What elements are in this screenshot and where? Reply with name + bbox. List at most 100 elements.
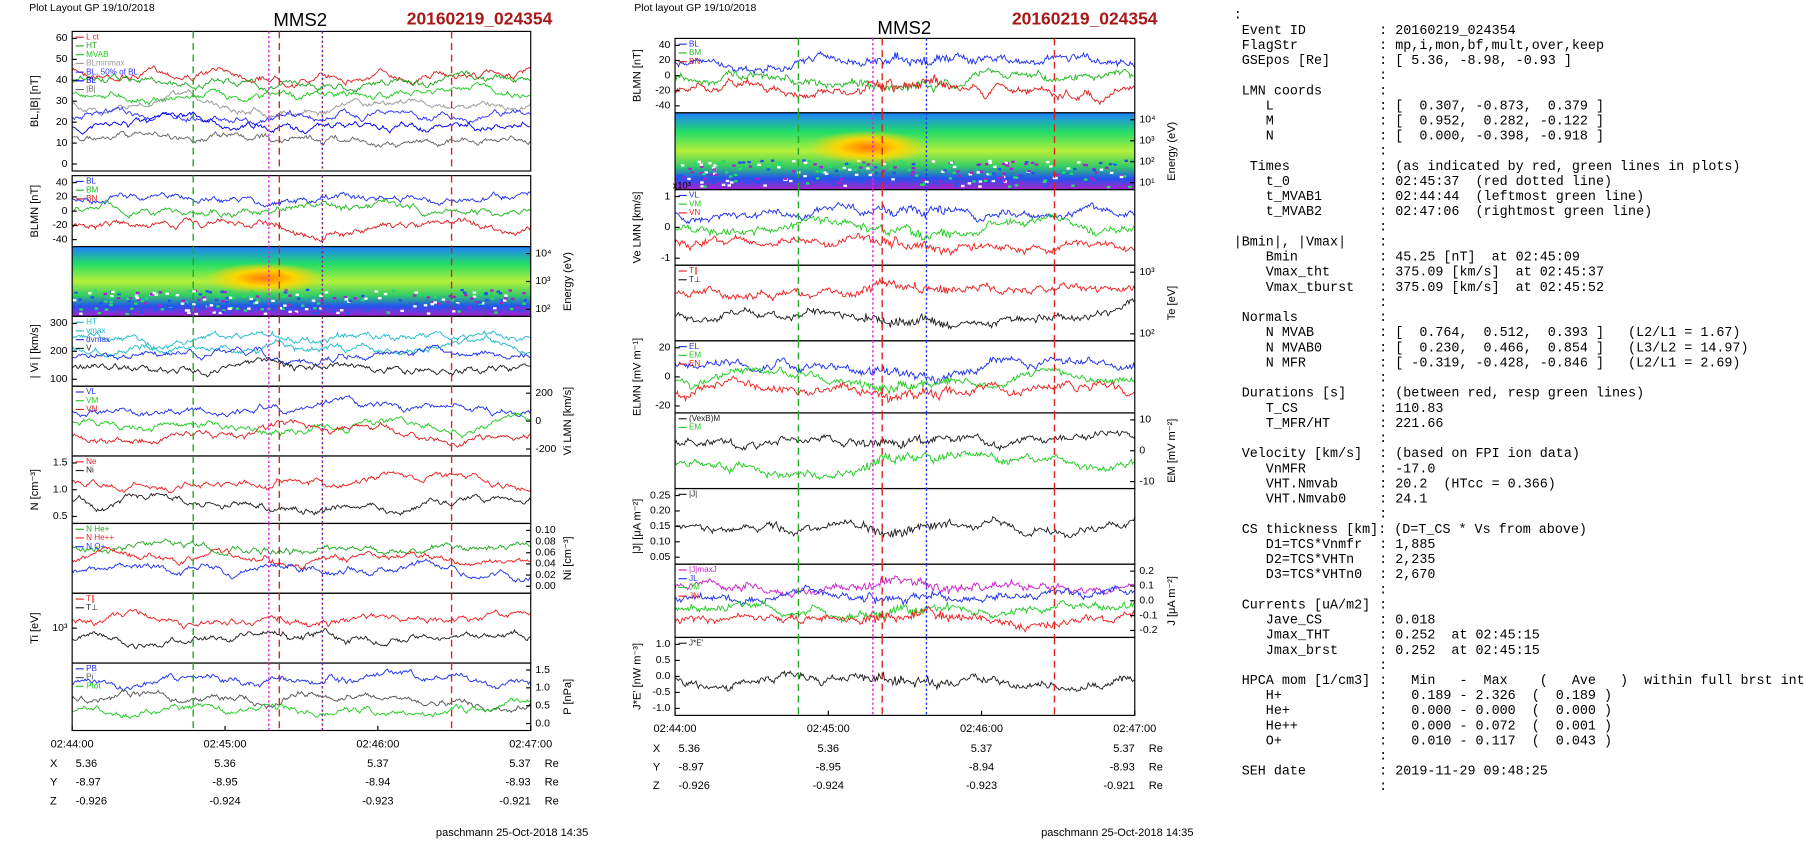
spectrogram-pixel — [479, 293, 483, 296]
panel-frame — [674, 37, 1136, 114]
position-value: -8.93 — [1110, 762, 1135, 774]
spectrogram-pixel — [1020, 175, 1024, 178]
spectrogram-pixel — [721, 183, 726, 187]
spectrogram-pixel — [777, 166, 781, 169]
spectrogram-pixel — [1092, 169, 1097, 172]
spectrogram-pixel — [891, 178, 895, 181]
spectrogram-pixel — [956, 170, 960, 173]
spectrogram-pixel — [344, 298, 348, 301]
spectrogram-pixel — [430, 303, 435, 306]
axis-label: |J| [μA m⁻²] — [632, 499, 644, 554]
spectrogram-pixel — [1005, 164, 1010, 167]
spectrogram-pixel — [360, 299, 365, 302]
spectrogram-pixel — [766, 168, 771, 171]
info-value: : — [1379, 311, 1387, 326]
panel: 10³ Ti [eV] T∥T⊥ — [29, 592, 532, 664]
y-tick-label: -20 — [655, 401, 670, 412]
spectrogram-pixel — [1124, 159, 1128, 162]
y-tick-label: -200 — [535, 444, 556, 455]
spectrogram-pixel — [460, 288, 464, 292]
spectrogram-pixel — [127, 300, 132, 303]
spectrogram-pixel — [728, 175, 733, 178]
info-value: : 02:44:44 (leftmost green line) — [1379, 190, 1644, 205]
spectrogram-pixel — [1052, 176, 1057, 180]
trace — [674, 201, 1136, 225]
spectrogram-pixel — [287, 304, 291, 307]
spectrogram-pixel — [135, 291, 140, 295]
spectrogram-pixel — [431, 301, 435, 304]
spectrogram-pixel — [158, 291, 163, 294]
spectrogram-pixel — [218, 311, 223, 315]
axis-label: BLMN [nT] — [632, 49, 644, 102]
spectrogram-pixel — [828, 165, 832, 169]
legend-label: Pi — [86, 673, 93, 682]
spectrogram-pixel — [504, 297, 508, 300]
spectrogram-pixel — [911, 170, 916, 174]
event-id: 20160219_024354 — [407, 8, 553, 28]
position-label: X — [653, 743, 661, 755]
position-unit: Re — [545, 795, 559, 807]
y-tick-label: 10⁴ — [1139, 115, 1155, 126]
spectrogram-pixel — [1119, 175, 1124, 179]
spectrogram-pixel — [441, 298, 446, 301]
spectrogram-pixel — [882, 162, 886, 166]
spectrogram-pixel — [776, 161, 781, 165]
spectrogram-pixel — [116, 295, 121, 298]
spectrogram-pixel — [398, 299, 403, 302]
position-value: -0.924 — [813, 780, 844, 792]
spectrogram-pixel — [292, 312, 296, 315]
spectrogram-pixel — [881, 169, 886, 173]
spectrogram-pixel — [220, 290, 224, 293]
spectrogram-pixel — [283, 295, 287, 298]
axis-label: Ni [cm⁻³] — [562, 536, 574, 580]
spectrogram-pixel — [967, 182, 972, 185]
spectrogram-pixel — [198, 293, 203, 296]
spectrogram-pixel — [1024, 161, 1029, 164]
spectrogram-pixel — [871, 171, 875, 175]
trace — [72, 130, 532, 148]
spectrogram-peak — [808, 130, 928, 165]
y-tick-label: 1.5 — [53, 458, 68, 469]
info-value: : 2,235 — [1379, 553, 1435, 568]
spectrogram-pixel — [1122, 175, 1127, 178]
legend-label: |J|maxJ — [689, 565, 717, 574]
spectrogram-pixel — [827, 174, 831, 178]
info-value: : [ 5.36, -8.98, -0.93 ] — [1379, 54, 1572, 69]
spectrogram-pixel — [313, 307, 317, 310]
info-key: SEH date — [1234, 765, 1306, 780]
plot-title: MMS2 — [877, 17, 931, 38]
panel: 1.0 0.5 0.0 -0.5 -1.0 J*E' [nW m⁻³] J*E' — [632, 636, 1136, 716]
spectrogram-pixel — [212, 311, 216, 314]
spectrogram-pixel — [353, 297, 357, 300]
spectrogram-pixel — [332, 296, 337, 300]
spectrogram-pixel — [499, 299, 504, 302]
spectrogram-pixel — [729, 181, 734, 184]
info-value: : 375.09 [km/s] at 02:45:37 — [1379, 266, 1604, 281]
spectrogram-pixel — [515, 306, 520, 309]
spectrogram-pixel — [463, 291, 467, 294]
spectrogram-pixel — [98, 302, 103, 305]
spectrogram-pixel — [304, 307, 309, 311]
spectrogram-pixel — [194, 293, 199, 296]
spectrogram-pixel — [1128, 185, 1132, 189]
legend-label: BLminmax — [86, 59, 124, 68]
spectrogram-pixel — [215, 298, 219, 302]
y-tick-label: 10⁴ — [535, 248, 551, 259]
panel: 0.25 0.20 0.15 0.10 0.05 |J| [μA m⁻²] |J| — [632, 487, 1136, 565]
axis-label: | Vi | [km/s] — [29, 324, 41, 378]
spectrogram-pixel — [365, 310, 370, 313]
info-value: : [ 0.230, 0.466, 0.854 ] (L3/L2 = 14.97… — [1379, 341, 1748, 356]
spectrogram-pixel — [839, 178, 844, 181]
trace — [71, 64, 532, 88]
spectrogram-pixel — [1072, 167, 1077, 171]
spectrogram-pixel — [756, 177, 760, 180]
spectrogram-pixel — [305, 288, 310, 292]
spectrogram-pixel — [475, 301, 479, 304]
position-value: 5.36 — [76, 758, 98, 770]
spectrogram-pixel — [745, 181, 750, 184]
spectrogram-pixel — [109, 300, 113, 304]
y-tick-label: 40 — [56, 177, 68, 188]
spectrogram-pixel — [472, 295, 477, 298]
spectrogram-pixel — [102, 311, 106, 315]
y-tick-label: 10³ — [1139, 267, 1155, 278]
